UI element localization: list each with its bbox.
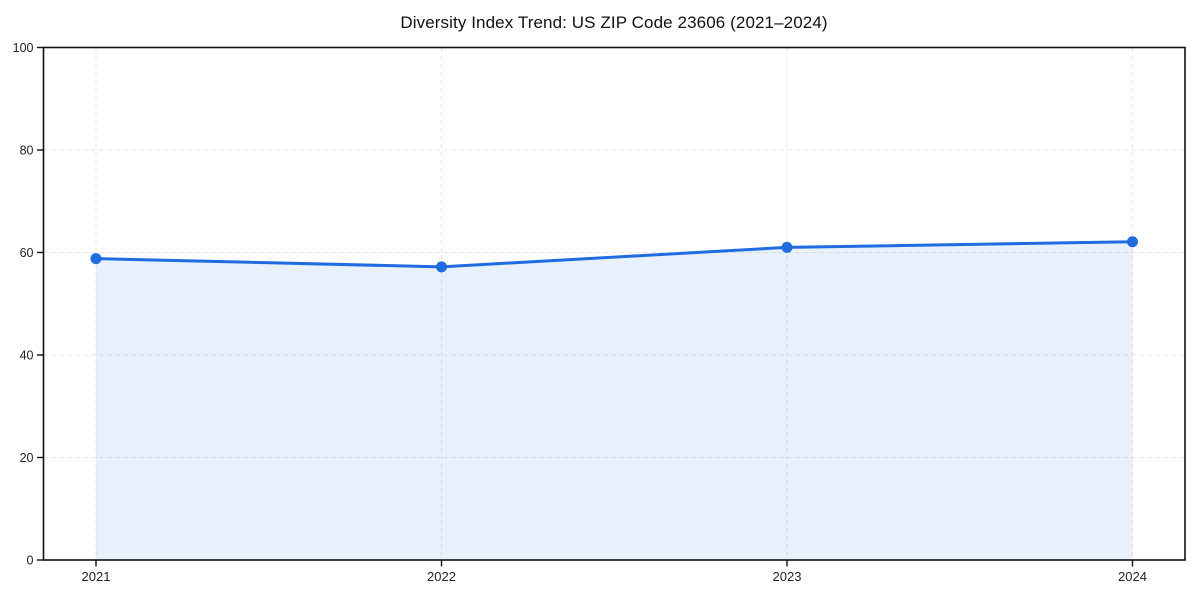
trend-line [94, 240, 1134, 269]
y-tick-label: 100 [13, 41, 34, 55]
data-point-marker [436, 261, 447, 273]
y-tick-label: 60 [20, 246, 34, 260]
data-point-marker [781, 241, 793, 253]
x-tick-label: 2022 [427, 569, 456, 584]
x-tick-label: 2023 [773, 569, 802, 584]
data-point-marker [90, 253, 102, 265]
y-tick-label: 80 [20, 144, 34, 158]
y-tick-label: 40 [20, 349, 34, 363]
area-fill [96, 241, 1133, 561]
axes-spines [42, 46, 1186, 561]
y-tick-label: 20 [20, 451, 34, 465]
chart-title: Diversity Index Trend: US ZIP Code 23606… [400, 13, 828, 32]
x-tick-label: 2024 [1118, 569, 1147, 584]
data-point-marker [1127, 236, 1138, 248]
y-tick-label: 0 [27, 554, 34, 568]
x-tick-label: 2021 [82, 569, 111, 584]
